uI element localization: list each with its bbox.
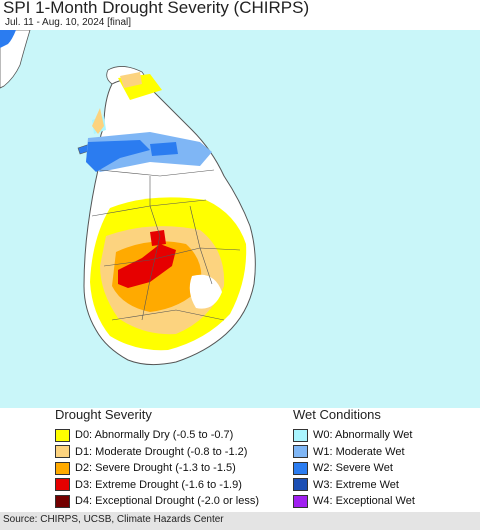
map-title: SPI 1-Month Drought Severity (CHIRPS) bbox=[3, 0, 310, 17]
legend-label-w4: W4: Exceptional Wet bbox=[313, 495, 415, 508]
drought-legend: D0: Abnormally Dry (-0.5 to -0.7) D1: Mo… bbox=[55, 427, 259, 510]
legend-label-w1: W1: Moderate Wet bbox=[313, 445, 405, 458]
legend-item-w2: W2: Severe Wet bbox=[293, 460, 415, 477]
district-borders bbox=[91, 169, 241, 321]
swatch-d2 bbox=[55, 461, 70, 475]
drought-legend-title: Drought Severity bbox=[55, 407, 152, 422]
map-subtitle: Jul. 11 - Aug. 10, 2024 [final] bbox=[5, 17, 132, 28]
legend-item-w0: W0: Abnormally Wet bbox=[293, 427, 415, 444]
legend-label-w3: W3: Extreme Wet bbox=[313, 478, 399, 491]
legend-item-d2: D2: Severe Drought (-1.3 to -1.5) bbox=[55, 460, 259, 477]
swatch-w0 bbox=[293, 428, 308, 442]
swatch-d1 bbox=[55, 445, 70, 459]
swatch-w2 bbox=[293, 461, 308, 475]
footer-bar: Source: CHIRPS, UCSB, Climate Hazards Ce… bbox=[0, 512, 480, 530]
legend-item-d0: D0: Abnormally Dry (-0.5 to -0.7) bbox=[55, 427, 259, 444]
legend-label-d4: D4: Exceptional Drought (-2.0 or less) bbox=[75, 495, 260, 508]
drought-map bbox=[0, 30, 480, 408]
wet-band-w2-east bbox=[150, 142, 178, 156]
legend-item-d4: D4: Exceptional Drought (-2.0 or less) bbox=[55, 493, 259, 510]
legend-item-w1: W1: Moderate Wet bbox=[293, 444, 415, 461]
swatch-d3 bbox=[55, 478, 70, 492]
wet-legend: W0: Abnormally Wet W1: Moderate Wet W2: … bbox=[293, 427, 415, 510]
legend-item-d3: D3: Extreme Drought (-1.6 to -1.9) bbox=[55, 477, 259, 494]
legend-label-d3: D3: Extreme Drought (-1.6 to -1.9) bbox=[75, 478, 242, 491]
swatch-w1 bbox=[293, 445, 308, 459]
legend-label-d0: D0: Abnormally Dry (-0.5 to -0.7) bbox=[75, 429, 234, 442]
swatch-w3 bbox=[293, 478, 308, 492]
legend-label-d1: D1: Moderate Drought (-0.8 to -1.2) bbox=[75, 445, 248, 458]
legend-item-d1: D1: Moderate Drought (-0.8 to -1.2) bbox=[55, 444, 259, 461]
swatch-d4 bbox=[55, 494, 70, 508]
india-wet-area bbox=[0, 30, 16, 48]
legend-label-w0: W0: Abnormally Wet bbox=[313, 429, 413, 442]
west-d1 bbox=[92, 108, 104, 134]
india-coast bbox=[0, 30, 31, 89]
wet-band-w2 bbox=[86, 140, 150, 172]
swatch-d0 bbox=[55, 428, 70, 442]
south-clear-patch bbox=[189, 274, 222, 309]
wet-legend-title: Wet Conditions bbox=[293, 407, 381, 422]
south-d3-b bbox=[150, 230, 166, 246]
source-credit: Source: CHIRPS, UCSB, Climate Hazards Ce… bbox=[3, 514, 224, 525]
legend-item-w4: W4: Exceptional Wet bbox=[293, 493, 415, 510]
legend-item-w3: W3: Extreme Wet bbox=[293, 477, 415, 494]
legend-label-w2: W2: Severe Wet bbox=[313, 462, 393, 475]
legend-label-d2: D2: Severe Drought (-1.3 to -1.5) bbox=[75, 462, 236, 475]
north-d1 bbox=[120, 72, 142, 88]
south-d3 bbox=[118, 244, 176, 288]
swatch-w4 bbox=[293, 494, 308, 508]
